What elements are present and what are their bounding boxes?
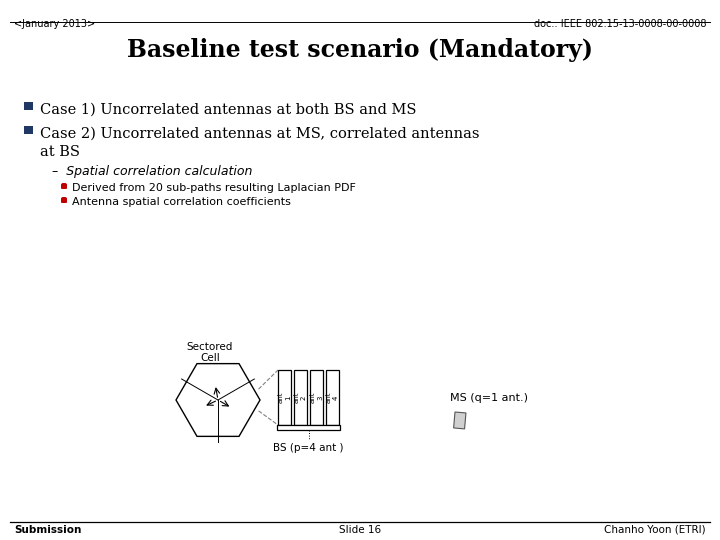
- Text: <January 2013>: <January 2013>: [14, 19, 95, 29]
- Text: ant
3: ant 3: [310, 392, 323, 403]
- Bar: [310, 370, 323, 425]
- Text: Case 2) Uncorrelated antennas at MS, correlated antennas: Case 2) Uncorrelated antennas at MS, cor…: [40, 127, 480, 141]
- Text: Derived from 20 sub-paths resulting Laplacian PDF: Derived from 20 sub-paths resulting Lapl…: [72, 183, 356, 193]
- Text: at BS: at BS: [40, 145, 80, 159]
- Bar: [454, 412, 466, 429]
- Bar: [278, 370, 291, 425]
- Text: Baseline test scenario (Mandatory): Baseline test scenario (Mandatory): [127, 38, 593, 62]
- Text: Submission: Submission: [14, 525, 81, 535]
- Bar: [326, 370, 339, 425]
- Circle shape: [61, 184, 67, 189]
- Bar: [294, 370, 307, 425]
- Text: Chanho Yoon (ETRI): Chanho Yoon (ETRI): [604, 525, 706, 535]
- Text: Sectored: Sectored: [186, 342, 233, 352]
- Text: Slide 16: Slide 16: [339, 525, 381, 535]
- Text: ant
1: ant 1: [278, 392, 291, 403]
- Text: –  Spatial correlation calculation: – Spatial correlation calculation: [52, 165, 253, 178]
- Text: doc.: IEEE 802.15-13-0008-00-0008: doc.: IEEE 802.15-13-0008-00-0008: [534, 19, 706, 29]
- Text: Case 1) Uncorrelated antennas at both BS and MS: Case 1) Uncorrelated antennas at both BS…: [40, 103, 416, 117]
- Text: ant
4: ant 4: [326, 392, 339, 403]
- Text: MS (q=1 ant.): MS (q=1 ant.): [450, 393, 528, 403]
- Text: Antenna spatial correlation coefficients: Antenna spatial correlation coefficients: [72, 197, 291, 207]
- Circle shape: [61, 198, 67, 203]
- Bar: [277, 425, 340, 430]
- Text: Cell: Cell: [200, 353, 220, 363]
- Text: BS (p=4 ant ): BS (p=4 ant ): [274, 443, 343, 453]
- Polygon shape: [176, 363, 260, 436]
- Text: ant
2: ant 2: [294, 392, 307, 403]
